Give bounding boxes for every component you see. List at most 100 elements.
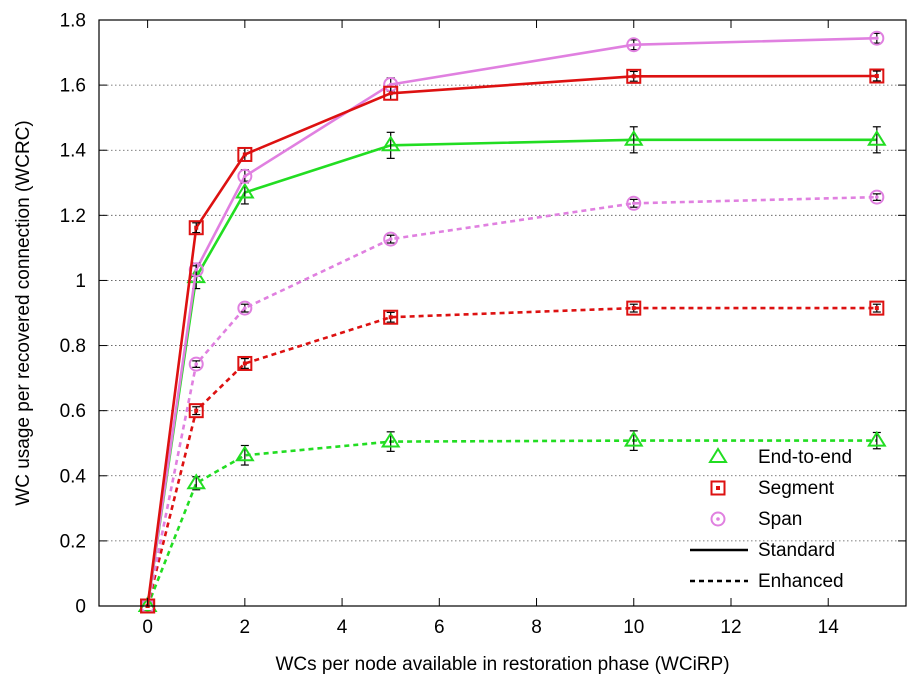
marker-square-dot xyxy=(388,91,393,96)
marker-square-outer xyxy=(383,85,399,101)
marker-square-outer xyxy=(626,300,642,316)
marker-circle-dot xyxy=(388,82,393,87)
series-line xyxy=(146,138,877,607)
series-line xyxy=(146,36,877,607)
marker-circle-dot xyxy=(194,362,199,366)
x-tick-label: 8 xyxy=(531,617,542,638)
marker-square-dot xyxy=(242,152,247,157)
y-tick-label: 1.4 xyxy=(60,141,87,162)
marker-circle-outer xyxy=(237,300,253,316)
data-point xyxy=(237,168,253,184)
data-point xyxy=(383,309,399,325)
marker-square-dot xyxy=(194,225,199,230)
data-point xyxy=(235,445,255,462)
marker-square-outer xyxy=(237,146,253,162)
y-tick-label: 1.8 xyxy=(60,11,86,32)
x-tick-label: 4 xyxy=(337,617,348,638)
marker-circle-dot xyxy=(631,201,636,206)
marker-square-outer xyxy=(237,355,253,371)
legend: End-to-end Segment Span Standard Enhanced xyxy=(690,447,852,592)
data-point xyxy=(623,430,644,447)
data-point xyxy=(188,356,204,372)
series-layer xyxy=(137,30,887,614)
legend-item-span: Span xyxy=(710,509,802,530)
legend-label: Enhanced xyxy=(758,571,844,592)
marker-square-outer xyxy=(188,403,204,419)
legend-marker xyxy=(710,480,726,496)
data-point xyxy=(383,231,399,247)
data-point xyxy=(186,473,207,490)
plot-frame xyxy=(98,19,907,607)
data-point xyxy=(383,85,399,101)
marker-square-dot xyxy=(194,408,199,413)
legend-item-enhanced: Enhanced xyxy=(690,571,844,592)
series-line xyxy=(146,195,877,607)
data-point xyxy=(188,220,204,236)
legend-label: Span xyxy=(758,509,802,530)
data-point xyxy=(380,135,401,152)
marker-circle-dot xyxy=(631,42,636,47)
marker-circle-outer xyxy=(626,37,642,53)
marker-circle-dot xyxy=(388,237,393,241)
data-point xyxy=(869,68,885,84)
data-point xyxy=(869,300,885,316)
legend-item-end-to-end: End-to-end xyxy=(708,447,852,468)
y-tick-label: 0.8 xyxy=(60,336,86,357)
legend-item-segment: Segment xyxy=(710,478,835,499)
grid-lines xyxy=(99,84,906,542)
marker-square-outer xyxy=(869,68,885,84)
data-point xyxy=(867,129,887,146)
marker-circle-outer xyxy=(383,231,399,247)
data-point xyxy=(137,596,158,612)
marker-square-outer xyxy=(188,220,204,236)
marker-square-outer xyxy=(710,480,726,496)
marker-circle-dot xyxy=(194,267,199,272)
marker-square-dot xyxy=(716,486,720,490)
y-tick-label: 0 xyxy=(75,597,86,618)
marker-square-dot xyxy=(631,306,636,311)
data-point xyxy=(235,182,255,199)
x-tick-label: 6 xyxy=(434,617,445,638)
series-end-to-end-enhanced xyxy=(137,430,887,612)
marker-square-outer xyxy=(383,309,399,325)
marker-square-dot xyxy=(631,74,636,79)
y-axis-label: WC usage per recovered connection (WCRC) xyxy=(13,120,34,505)
x-tick-label: 0 xyxy=(142,617,153,638)
data-point xyxy=(869,189,885,205)
data-point xyxy=(237,146,253,162)
marker-circle-dot xyxy=(243,306,247,310)
y-tick-label: 0.2 xyxy=(60,531,86,552)
marker-circle-outer xyxy=(869,189,885,205)
marker-square-dot xyxy=(874,306,879,311)
y-tick-label: 1.6 xyxy=(60,76,86,97)
series-span-enhanced xyxy=(140,189,885,614)
marker-square-dot xyxy=(242,361,247,366)
x-tick-label: 2 xyxy=(240,617,251,638)
data-point xyxy=(869,30,885,46)
legend-item-standard: Standard xyxy=(690,540,835,561)
series-line xyxy=(146,439,877,607)
data-point xyxy=(380,431,401,448)
y-tick-label: 1.2 xyxy=(60,206,86,227)
marker-circle-outer xyxy=(710,511,726,527)
marker-circle-dot xyxy=(875,36,879,41)
marker-square-outer xyxy=(869,300,885,316)
series-line xyxy=(146,306,877,607)
marker-circle-outer xyxy=(626,195,642,211)
marker-circle-outer xyxy=(188,356,204,372)
axis-ticks: 0 0.2 0.4 0.6 0.8 1 1.2 1.4 1.6 1.8 0 2 4 6 8 10 12 14 xyxy=(60,11,906,638)
x-tick-label: 12 xyxy=(720,617,741,638)
marker-circle-outer xyxy=(237,168,253,184)
legend-label: Segment xyxy=(758,478,835,499)
marker-circle-outer xyxy=(869,30,885,46)
series-segment-standard xyxy=(140,68,885,614)
data-point xyxy=(626,37,642,53)
legend-marker xyxy=(708,447,728,463)
legend-marker xyxy=(710,511,726,527)
legend-label: Standard xyxy=(758,540,835,561)
marker-square-dot xyxy=(874,73,879,78)
legend-label: End-to-end xyxy=(758,447,852,468)
data-point xyxy=(188,403,204,419)
y-tick-label: 0.6 xyxy=(60,401,86,422)
x-tick-label: 14 xyxy=(818,617,840,638)
